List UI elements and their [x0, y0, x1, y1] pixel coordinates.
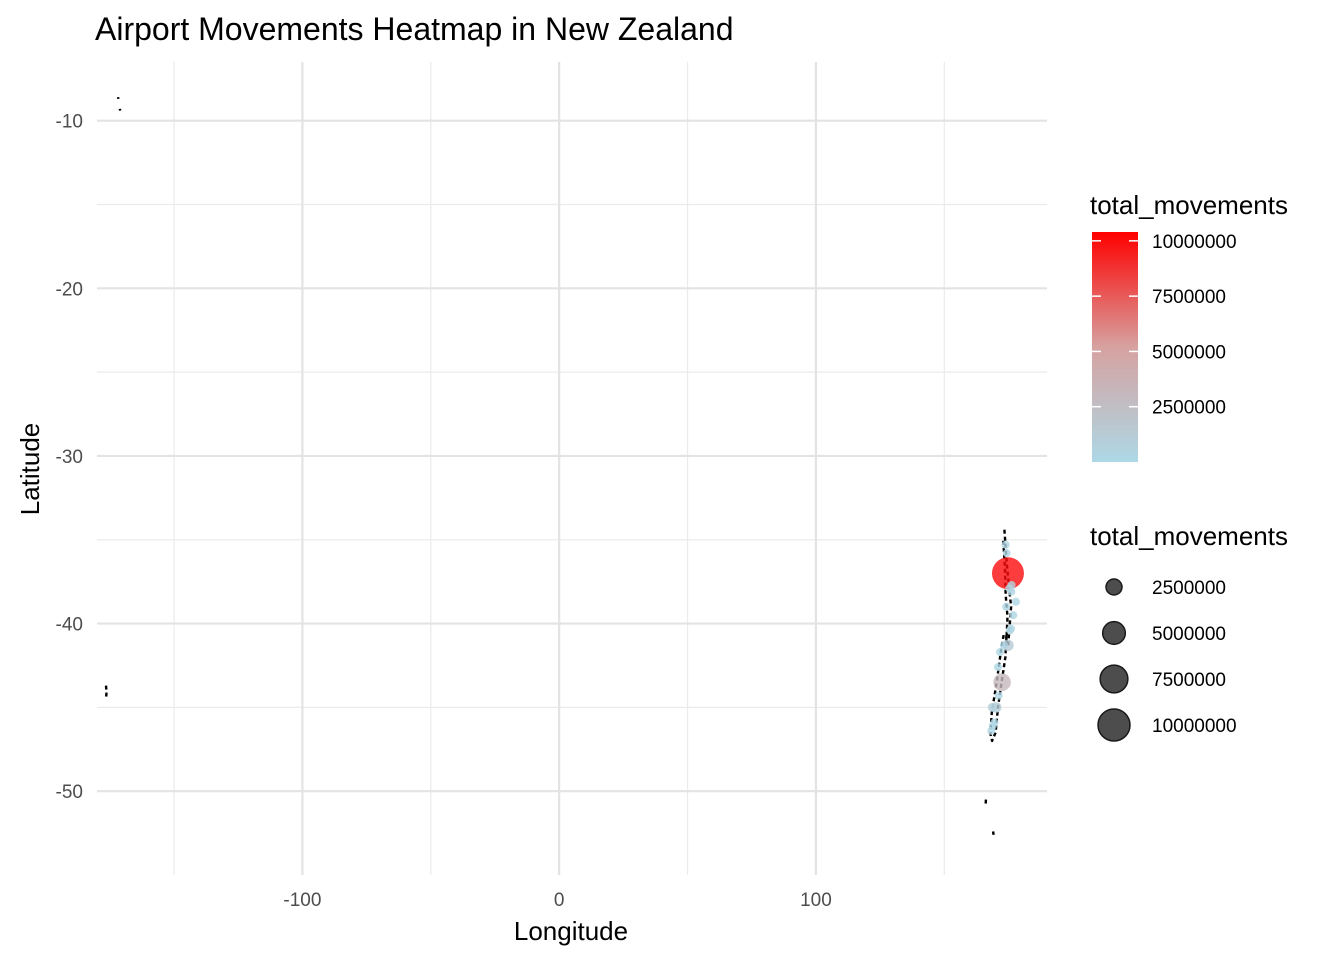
map-polygon-chatham-islands — [104, 685, 108, 698]
data-point — [988, 721, 997, 730]
data-point — [1007, 624, 1016, 633]
color-legend-label: 10000000 — [1152, 232, 1237, 253]
color-legend-label: 7500000 — [1152, 287, 1226, 308]
data-point — [1011, 597, 1020, 606]
x-tick-label: 0 — [554, 890, 565, 911]
data-point — [996, 648, 1005, 657]
color-legend: total_movements 10000000 7500000 5000000 25… — [1090, 190, 1288, 462]
x-tick-label: -100 — [283, 890, 321, 911]
axes: -100 0 100 -10 -20 -30 -40 -50 — [56, 112, 832, 911]
color-legend-title: total_movements — [1090, 190, 1288, 220]
y-tick-label: -10 — [56, 112, 83, 133]
data-point — [1001, 540, 1010, 549]
data-points — [987, 540, 1024, 735]
size-legend-title: total_movements — [1090, 521, 1288, 551]
data-point — [1007, 587, 1016, 596]
data-point — [991, 557, 1024, 590]
y-tick-label: -20 — [56, 279, 83, 300]
x-axis-title: Longitude — [514, 916, 628, 946]
data-point — [987, 702, 997, 712]
color-legend-label: 5000000 — [1152, 342, 1226, 363]
size-legend-label: 5000000 — [1152, 624, 1226, 645]
size-legend-label: 7500000 — [1152, 670, 1226, 691]
data-point — [993, 673, 1011, 691]
size-legend-key — [1099, 664, 1129, 694]
data-point — [999, 641, 1008, 650]
size-legend-key — [1097, 708, 1131, 742]
data-point — [994, 691, 1003, 700]
map-polygon-campbell-island — [991, 831, 995, 835]
data-point — [1009, 611, 1018, 620]
size-legend-key — [1101, 620, 1127, 646]
color-legend-label: 2500000 — [1152, 398, 1226, 419]
y-tick-label: -50 — [56, 782, 83, 803]
y-axis-title: Latitude — [15, 423, 45, 516]
y-tick-label: -30 — [56, 447, 83, 468]
y-tick-label: -40 — [56, 615, 83, 636]
x-tick-label: 100 — [800, 890, 832, 911]
data-point — [1002, 602, 1011, 611]
size-legend: total_movements 2500000 5000000 7500000 100… — [1090, 521, 1288, 742]
data-point — [993, 663, 1002, 672]
size-legend-label: 2500000 — [1152, 578, 1226, 599]
size-legend-key — [1105, 578, 1123, 596]
size-legend-label: 10000000 — [1152, 716, 1237, 737]
data-point — [1002, 549, 1011, 558]
colorbar — [1092, 232, 1138, 462]
chart-title: Airport Movements Heatmap in New Zealand — [95, 11, 734, 47]
data-point — [1007, 581, 1016, 590]
grid — [97, 62, 1047, 875]
